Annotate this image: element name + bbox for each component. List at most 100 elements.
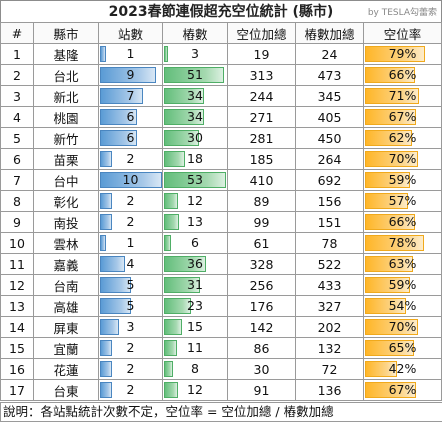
header-piles: 樁數 [162, 22, 228, 44]
cell-county: 台南 [33, 274, 99, 296]
cell-stations: 2 [98, 379, 163, 401]
cell-stations: 7 [98, 85, 163, 107]
cell-stations: 6 [98, 106, 163, 128]
cell-empty-rate: 57% [363, 190, 442, 212]
cell-empty-sum: 185 [227, 148, 296, 170]
cell-empty-rate: 67% [363, 106, 442, 128]
cell-empty-sum: 86 [227, 337, 296, 359]
stations-value: 10 [122, 172, 139, 187]
rate-bar [365, 340, 415, 356]
stations-value: 2 [126, 361, 135, 376]
cell-piles: 3 [162, 43, 228, 65]
rate-bar [365, 151, 419, 167]
stations-bar [100, 319, 119, 335]
cell-stations: 5 [98, 274, 163, 296]
piles-bar [164, 340, 177, 356]
cell-empty-rate: 63% [363, 253, 442, 275]
cell-empty-sum: 313 [227, 64, 296, 86]
cell-empty-rate: 59% [363, 169, 442, 191]
cell-empty-rate: 62% [363, 127, 442, 149]
cell-county: 台東 [33, 379, 99, 401]
cell-index: 13 [0, 295, 34, 317]
piles-value: 6 [191, 235, 199, 250]
cell-index: 6 [0, 148, 34, 170]
stations-value: 1 [126, 46, 135, 61]
cell-empty-sum: 281 [227, 127, 296, 149]
header-empty-sum: 空位加總 [227, 22, 296, 44]
stations-value: 7 [126, 88, 135, 103]
stations-bar [100, 151, 113, 167]
piles-value: 30 [187, 130, 203, 145]
rate-bar [365, 172, 410, 188]
piles-bar [164, 277, 201, 293]
rate-value: 63% [388, 256, 417, 271]
stations-bar [100, 88, 144, 104]
table-row: 17 台東 2 12 91 136 67% [0, 379, 442, 401]
cell-empty-sum: 271 [227, 106, 296, 128]
cell-stations: 6 [98, 127, 163, 149]
cell-empty-rate: 54% [363, 295, 442, 317]
table-row: 8 彰化 2 12 89 156 57% [0, 190, 442, 212]
piles-value: 51 [187, 67, 203, 82]
stations-value: 6 [126, 130, 135, 145]
cell-county: 嘉義 [33, 253, 99, 275]
rate-bar [365, 130, 413, 146]
header-pile-sum: 樁數加總 [295, 22, 364, 44]
cell-county: 桃園 [33, 106, 99, 128]
rate-value: 59% [388, 277, 417, 292]
stations-bar [100, 340, 113, 356]
piles-value: 36 [187, 256, 203, 271]
title-bar: 2023春節連假超充空位統計 (縣市) by TESLA勾蕾索 [0, 0, 442, 23]
rate-value: 66% [388, 214, 417, 229]
rate-bar [365, 193, 409, 209]
rate-value: 59% [388, 172, 417, 187]
cell-piles: 15 [162, 316, 228, 338]
stations-value: 5 [126, 298, 135, 313]
cell-index: 14 [0, 316, 34, 338]
cell-stations: 1 [98, 43, 163, 65]
cell-pile-sum: 473 [295, 64, 364, 86]
cell-empty-sum: 256 [227, 274, 296, 296]
cell-empty-rate: 71% [363, 85, 442, 107]
cell-county: 屏東 [33, 316, 99, 338]
cell-piles: 30 [162, 127, 228, 149]
piles-value: 13 [187, 214, 203, 229]
cell-index: 8 [0, 190, 34, 212]
piles-bar [164, 298, 191, 314]
rate-bar [365, 214, 416, 230]
stations-value: 2 [126, 382, 135, 397]
cell-piles: 8 [162, 358, 228, 380]
rate-value: 67% [388, 109, 417, 124]
cell-index: 11 [0, 253, 34, 275]
cell-index: 4 [0, 106, 34, 128]
piles-bar [164, 151, 186, 167]
piles-bar [164, 46, 168, 62]
cell-piles: 18 [162, 148, 228, 170]
cell-piles: 23 [162, 295, 228, 317]
rate-value: 79% [388, 46, 417, 61]
cell-empty-sum: 176 [227, 295, 296, 317]
rate-bar [365, 319, 419, 335]
cell-empty-sum: 30 [227, 358, 296, 380]
cell-county: 花蓮 [33, 358, 99, 380]
piles-value: 15 [187, 319, 203, 334]
stations-value: 2 [126, 214, 135, 229]
cell-index: 17 [0, 379, 34, 401]
cell-stations: 5 [98, 295, 163, 317]
table-row: 10 雲林 1 6 61 78 78% [0, 232, 442, 254]
rate-bar [365, 67, 416, 83]
cell-stations: 2 [98, 358, 163, 380]
stations-bar [100, 214, 113, 230]
rate-value: 67% [388, 382, 417, 397]
table-row: 13 高雄 5 23 176 327 54% [0, 295, 442, 317]
table-row: 12 台南 5 31 256 433 59% [0, 274, 442, 296]
rate-value: 71% [388, 88, 417, 103]
cell-stations: 2 [98, 337, 163, 359]
cell-empty-rate: 78% [363, 232, 442, 254]
table-row: 14 屏東 3 15 142 202 70% [0, 316, 442, 338]
table-row: 5 新竹 6 30 281 450 62% [0, 127, 442, 149]
piles-bar [164, 235, 172, 251]
cell-piles: 36 [162, 253, 228, 275]
cell-empty-rate: 42% [363, 358, 442, 380]
